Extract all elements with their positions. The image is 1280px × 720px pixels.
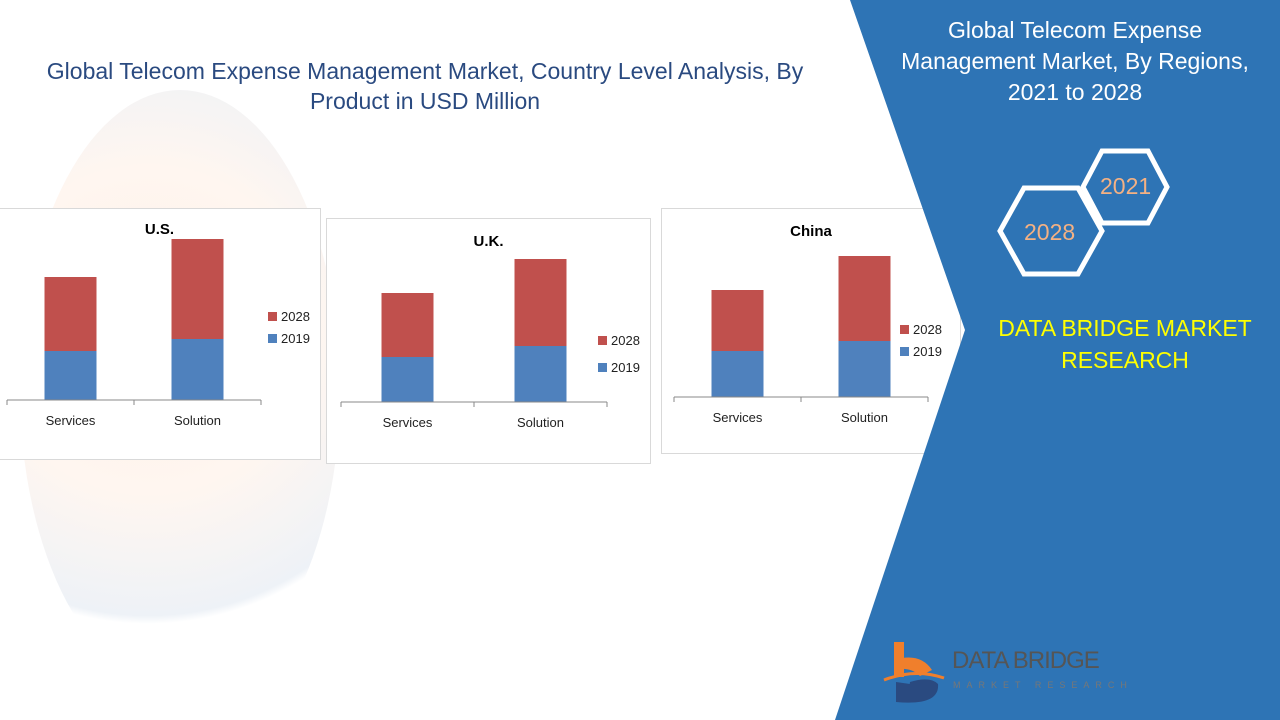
bar-2028-solution bbox=[514, 259, 567, 346]
legend-label: 2019 bbox=[281, 331, 310, 346]
legend-swatch-2019 bbox=[598, 363, 607, 372]
legend-label: 2019 bbox=[611, 360, 640, 375]
bar-2028-solution bbox=[838, 256, 891, 341]
legend-swatch-2028 bbox=[268, 312, 277, 321]
bar-2019-solution bbox=[171, 339, 224, 400]
bar-2028-services bbox=[711, 290, 764, 351]
legend-label: 2019 bbox=[913, 344, 942, 359]
bar-2019-services bbox=[44, 351, 97, 400]
chart-title: U.K. bbox=[473, 233, 504, 250]
x-tick-label: Services bbox=[46, 413, 96, 428]
bar-2028-solution bbox=[171, 239, 224, 339]
side-title: Global Telecom Expense Management Market… bbox=[901, 17, 1249, 105]
legend-swatch-2028 bbox=[598, 336, 607, 345]
brand-text: DATA BRIDGE MARKET RESEARCH bbox=[998, 315, 1252, 373]
x-tick-label: Solution bbox=[517, 415, 564, 430]
hex-label-2021: 2021 bbox=[1100, 173, 1152, 199]
bar-2019-services bbox=[711, 351, 764, 397]
bar-2028-services bbox=[381, 293, 434, 357]
x-tick-label: Solution bbox=[174, 413, 221, 428]
chart-us: U.S. Services Solution 2028 2019 bbox=[0, 208, 321, 460]
hexagon-icon bbox=[1080, 148, 1170, 226]
chart-title: U.S. bbox=[144, 221, 175, 238]
bar-2019-solution bbox=[838, 341, 891, 397]
bar-2019-services bbox=[381, 357, 434, 402]
bar-2028-services bbox=[44, 277, 97, 351]
x-tick-label: Services bbox=[383, 415, 433, 430]
x-tick-label: Services bbox=[713, 410, 763, 425]
chart-uk: U.K. Services Solution 2028 2019 bbox=[326, 218, 651, 464]
hex-label-2028: 2028 bbox=[1024, 219, 1076, 245]
hexagon-icon bbox=[997, 185, 1105, 277]
data-bridge-logo-icon bbox=[883, 642, 945, 703]
legend-label: 2028 bbox=[913, 322, 942, 337]
logo-sub: MARKET RESEARCH bbox=[953, 680, 1133, 690]
legend-swatch-2028 bbox=[900, 325, 909, 334]
legend-label: 2028 bbox=[281, 309, 310, 324]
legend-label: 2028 bbox=[611, 333, 640, 348]
bar-2019-solution bbox=[514, 346, 567, 402]
logo-name: DATA BRIDGE bbox=[952, 647, 1100, 674]
x-tick-label: Solution bbox=[841, 410, 888, 425]
legend-swatch-2019 bbox=[900, 347, 909, 356]
page-title: Global Telecom Expense Management Market… bbox=[46, 58, 804, 114]
legend-swatch-2019 bbox=[268, 334, 277, 343]
chart-china: China Services Solution 2028 2019 bbox=[661, 208, 961, 454]
chart-title: China bbox=[790, 223, 832, 240]
